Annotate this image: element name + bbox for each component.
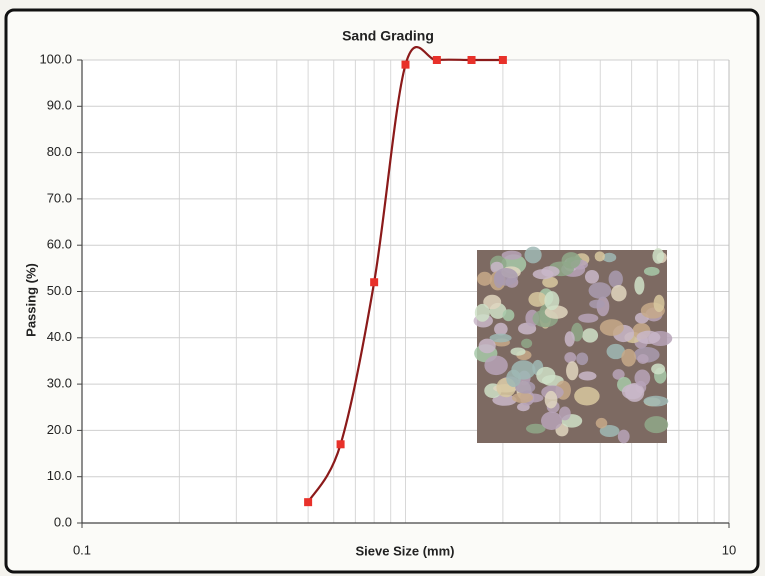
pebble	[475, 304, 490, 322]
y-tick-label: 90.0	[47, 98, 72, 113]
pebble	[521, 339, 532, 348]
pebble	[564, 352, 576, 363]
data-point	[370, 278, 378, 286]
pebble	[637, 354, 648, 364]
y-tick-label: 100.0	[39, 51, 72, 66]
sand-photo	[474, 247, 673, 444]
pebble	[596, 418, 608, 429]
y-tick-label: 40.0	[47, 329, 72, 344]
pebble	[477, 272, 492, 286]
pebble	[479, 339, 496, 354]
pebble	[644, 416, 668, 433]
pebble	[502, 251, 522, 260]
pebble	[651, 363, 665, 374]
chart-title: Sand Grading	[342, 28, 434, 44]
pebble	[609, 271, 623, 288]
y-tick-label: 0.0	[54, 514, 72, 529]
pebble	[533, 269, 554, 279]
x-tick-label: 0.1	[73, 542, 91, 557]
data-point	[468, 56, 476, 64]
pebble	[503, 309, 515, 321]
data-point	[304, 498, 312, 506]
pebble	[494, 323, 508, 336]
chart: Sand Grading Sieve Size (mm) Passing (%)…	[0, 0, 765, 576]
y-tick-label: 20.0	[47, 422, 72, 437]
pebble	[576, 352, 588, 365]
pebble	[589, 300, 605, 309]
x-axis-title: Sieve Size (mm)	[356, 543, 455, 558]
pebble	[528, 292, 546, 307]
pebble	[512, 393, 533, 403]
pebble	[582, 328, 598, 342]
pebble	[589, 282, 612, 299]
pebble	[634, 277, 644, 295]
pebble	[565, 331, 575, 346]
y-axis-title: Passing (%)	[23, 263, 38, 337]
pebble	[544, 291, 559, 310]
data-point	[499, 56, 507, 64]
pebble	[562, 252, 581, 268]
pebble	[545, 391, 558, 409]
pebble	[644, 267, 660, 276]
pebble	[643, 396, 668, 407]
x-tick-label: 10	[722, 542, 736, 557]
pebble	[511, 347, 526, 355]
pebble	[634, 370, 650, 387]
pebble	[621, 349, 636, 367]
pebble	[618, 430, 630, 444]
y-tick-label: 30.0	[47, 376, 72, 391]
pebble	[652, 248, 664, 264]
pebble	[574, 387, 599, 406]
data-point	[433, 56, 441, 64]
pebble	[611, 285, 627, 301]
pebble	[637, 331, 661, 344]
page: {"chart_data": { "type": "line", "title"…	[0, 0, 765, 576]
data-point	[337, 440, 345, 448]
pebble	[622, 384, 643, 399]
pebble	[506, 370, 521, 388]
pebble	[536, 367, 555, 384]
data-point	[402, 61, 410, 69]
pebble	[524, 247, 541, 264]
pebble	[494, 268, 518, 286]
pebble	[484, 356, 507, 375]
pebble	[585, 270, 599, 284]
y-tick-label: 60.0	[47, 237, 72, 252]
pebble	[579, 371, 597, 380]
y-tick-label: 70.0	[47, 190, 72, 205]
pebble	[566, 361, 578, 380]
y-tick-label: 50.0	[47, 283, 72, 298]
pebble	[541, 412, 562, 430]
y-tick-label: 80.0	[47, 144, 72, 159]
pebble	[578, 314, 598, 323]
pebble	[600, 319, 624, 336]
pebble	[654, 295, 665, 312]
pebble	[595, 251, 605, 261]
y-tick-label: 10.0	[47, 468, 72, 483]
